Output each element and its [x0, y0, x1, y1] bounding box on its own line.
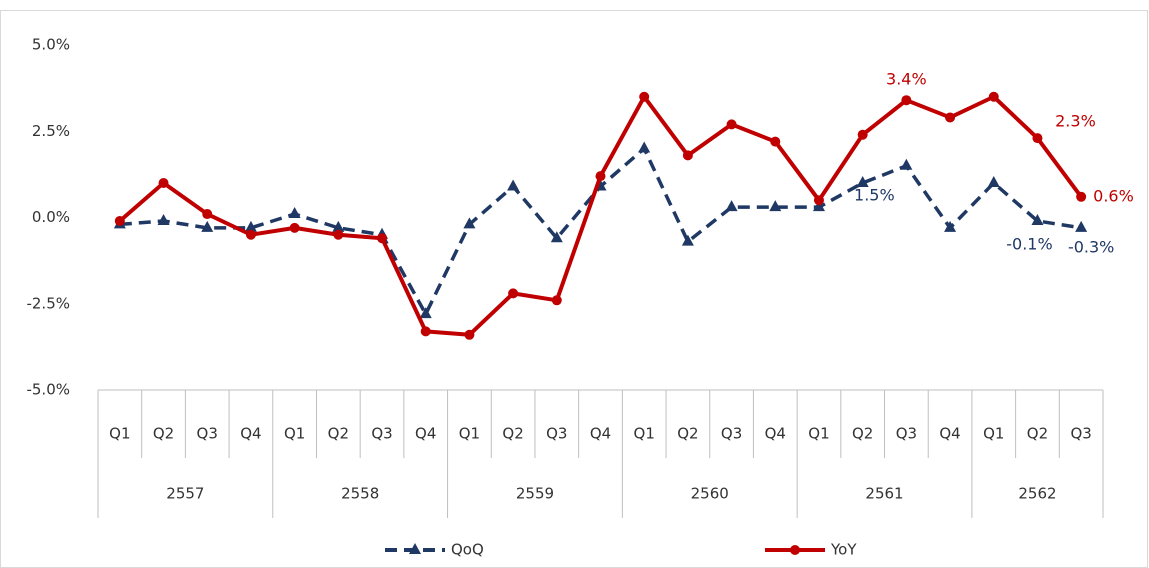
data-label: -0.1% — [1006, 234, 1052, 253]
point — [682, 150, 693, 161]
data-label: 2.3% — [1055, 112, 1096, 131]
point — [857, 129, 868, 140]
point — [464, 329, 475, 340]
y-tick-label: 0.0% — [32, 208, 70, 226]
data-label: 0.6% — [1093, 186, 1134, 205]
point — [507, 179, 520, 191]
x-tick-label: Q1 — [109, 425, 130, 443]
point — [769, 200, 782, 212]
point — [508, 288, 519, 299]
point — [463, 217, 476, 229]
point — [813, 195, 824, 206]
point — [945, 112, 956, 123]
legend-label: QoQ — [451, 541, 484, 559]
point — [812, 200, 825, 212]
x-tick-label: Q1 — [808, 425, 829, 443]
point — [158, 178, 169, 188]
point — [201, 220, 214, 232]
data-label: -0.3% — [1068, 237, 1114, 256]
x-tick-label: Q1 — [983, 425, 1004, 443]
legend-label: YoY — [830, 541, 857, 559]
legend-marker — [790, 545, 800, 555]
point — [114, 215, 125, 226]
x-tick-label: Q2 — [328, 425, 349, 443]
x-tick-label: Q2 — [502, 425, 523, 443]
x-tick-label: Q3 — [546, 425, 567, 443]
x-tick-label: Q2 — [1027, 425, 1048, 443]
data-label: 1.5% — [854, 185, 895, 204]
x-tick-label: Q1 — [634, 425, 655, 443]
point — [377, 233, 388, 244]
point — [288, 207, 301, 219]
point — [944, 220, 957, 232]
x-tick-label: Q3 — [197, 425, 218, 443]
x-tick-label: Q4 — [939, 425, 960, 443]
legend-marker — [409, 543, 421, 554]
point — [638, 141, 651, 153]
point — [726, 119, 737, 130]
y-tick-label: -2.5% — [26, 294, 70, 312]
group-label: 2557 — [166, 485, 204, 503]
x-tick-label: Q2 — [677, 425, 698, 443]
point — [420, 326, 431, 337]
x-tick-label: Q3 — [721, 425, 742, 443]
point — [639, 91, 650, 102]
point — [333, 229, 344, 240]
point — [245, 229, 256, 240]
series: 1.5% -0.1% -0.3% — [113, 141, 1114, 319]
point — [901, 95, 912, 106]
point — [770, 136, 781, 147]
point — [202, 209, 213, 220]
x-tick-label: Q3 — [371, 425, 392, 443]
point — [900, 158, 913, 170]
x-tick-label: Q1 — [459, 425, 480, 443]
point — [157, 213, 170, 225]
data-label: 3.4% — [886, 70, 927, 89]
line — [118, 94, 1083, 337]
point — [1031, 213, 1044, 225]
group-label: 2559 — [516, 485, 554, 503]
y-tick-label: 5.0% — [32, 36, 70, 54]
point — [988, 91, 999, 102]
point — [419, 307, 432, 319]
point — [244, 220, 257, 232]
group-label: 2562 — [1018, 485, 1056, 503]
point — [289, 222, 300, 233]
x-tick-label: Q4 — [765, 425, 786, 443]
x-tick-label: Q2 — [153, 425, 174, 443]
group-label: 2558 — [341, 485, 379, 503]
group-label: 2561 — [865, 485, 903, 503]
point — [332, 220, 345, 232]
x-tick-label: Q3 — [1070, 425, 1091, 443]
point — [725, 200, 738, 212]
x-tick-label: Q4 — [590, 425, 611, 443]
point — [595, 171, 606, 182]
x-tick-label: Q2 — [852, 425, 873, 443]
series: 3.4% 2.3% 0.6% — [114, 70, 1134, 340]
point — [1075, 220, 1088, 232]
point — [1032, 133, 1043, 144]
y-tick-label: 2.5% — [32, 122, 70, 140]
point — [856, 176, 869, 187]
group-label: 2560 — [691, 485, 729, 503]
y-tick-label: -5.0% — [26, 381, 70, 399]
point — [987, 176, 1000, 187]
x-tick-label: Q4 — [415, 425, 436, 443]
point — [1076, 191, 1087, 202]
x-tick-label: Q1 — [284, 425, 305, 443]
point — [681, 234, 694, 246]
point — [550, 231, 563, 243]
x-tick-label: Q4 — [240, 425, 261, 443]
point — [551, 295, 562, 306]
x-tick-label: Q3 — [896, 425, 917, 443]
